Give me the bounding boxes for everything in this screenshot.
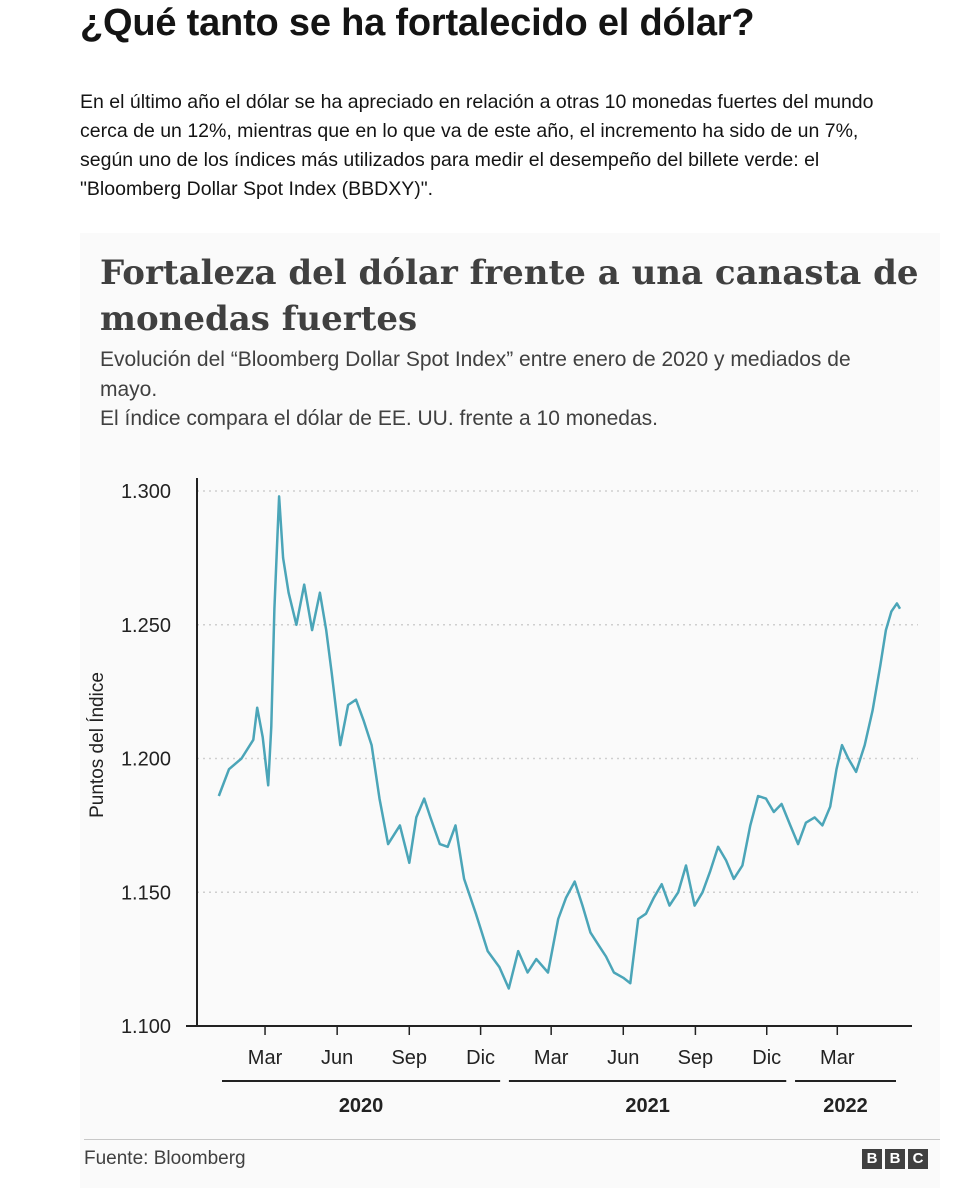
x-tick-label: Mar [820,1047,855,1069]
chart-subtitle: Evolución del “Bloomberg Dollar Spot Ind… [100,348,851,401]
x-tick-label: Jun [321,1047,353,1069]
y-tick-label: 1.200 [121,749,171,771]
bbc-logo-letter: B [862,1149,882,1169]
x-tick-label: Jun [607,1047,639,1069]
index-series-line [217,495,902,990]
chart-title: Fortaleza del dólar frente a una canasta… [100,253,919,339]
bbc-logo: B B C [862,1149,928,1169]
year-label: 2022 [823,1095,868,1117]
footer-divider [84,1139,940,1140]
chart-note: El índice compara el dólar de EE. UU. fr… [100,407,658,430]
x-tick-label: Sep [678,1047,714,1069]
y-tick-label: 1.250 [121,615,171,637]
y-tick-label: 1.150 [121,882,171,904]
y-tick-label: 1.100 [121,1016,171,1038]
y-axis-title: Puntos del Índice [87,672,108,818]
year-label: 2021 [625,1095,670,1117]
chart-card [80,233,940,1188]
bbc-logo-letter: C [908,1149,928,1169]
bbc-logo-letter: B [885,1149,905,1169]
x-tick-label: Dic [466,1047,495,1069]
y-tick-label: 1.300 [121,481,171,503]
x-tick-label: Mar [534,1047,569,1069]
page-title: ¿Qué tanto se ha fortalecido el dólar? [80,2,755,44]
source-note: Fuente: Bloomberg [84,1148,246,1169]
x-tick-label: Mar [248,1047,283,1069]
intro-paragraph: En el último año el dólar se ha apreciad… [80,91,874,200]
x-tick-label: Sep [391,1047,427,1069]
x-tick-label: Dic [752,1047,781,1069]
year-label: 2020 [339,1095,384,1117]
